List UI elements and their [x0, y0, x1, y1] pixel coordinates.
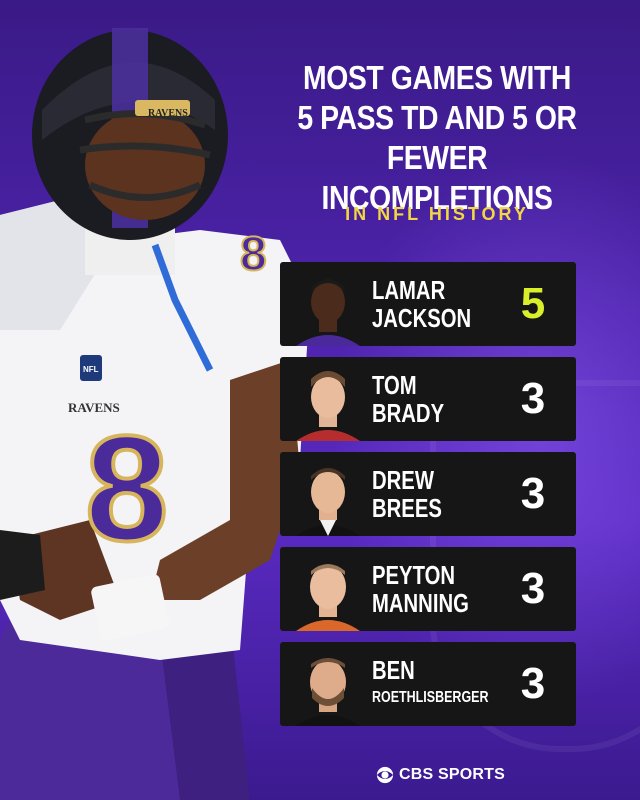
nfl-badge-text: NFL	[83, 365, 99, 374]
games-count: 3	[520, 374, 546, 423]
games-count: 3	[520, 469, 546, 518]
title-line: MOST GAMES WITH	[303, 59, 571, 96]
player-first-name: TOM	[372, 370, 417, 400]
player-name: PEYTON MANNING	[372, 561, 481, 617]
player-headshot	[296, 279, 360, 346]
player-headshot	[296, 371, 360, 441]
player-photo: 8 8 RAVENS RAVENS NFL	[0, 28, 310, 800]
jersey-number: 8	[83, 402, 170, 574]
helmet-text: RAVENS	[148, 108, 188, 119]
footer-brand: CBS SPORTS	[376, 766, 505, 784]
player-last-name: BREES	[372, 493, 442, 523]
player-last-name: JACKSON	[372, 303, 472, 333]
chest-text: RAVENS	[68, 400, 120, 415]
player-name: TOM BRADY	[372, 371, 481, 427]
player-last-name: BRADY	[372, 398, 445, 428]
leader-row: BEN ROETHLISBERGER 3	[280, 642, 576, 726]
leader-row: PEYTON MANNING 3	[280, 547, 576, 631]
brand-label: CBS SPORTS	[399, 766, 506, 783]
player-headshot	[296, 564, 360, 631]
player-first-name: DREW	[372, 465, 434, 495]
player-headshot	[296, 468, 360, 536]
subtitle: IN NFL HISTORY	[345, 204, 529, 224]
player-last-name: ROETHLISBERGER	[372, 689, 489, 706]
player-name: LAMAR JACKSON	[372, 276, 481, 332]
player-first-name: LAMAR	[372, 275, 446, 305]
svg-text:8: 8	[85, 404, 168, 572]
player-name: BEN ROETHLISBERGER	[372, 655, 489, 712]
player-first-name: PEYTON	[372, 560, 456, 590]
player-name: DREW BREES	[372, 466, 481, 522]
leader-row: DREW BREES 3	[280, 452, 576, 536]
games-count: 5	[520, 279, 546, 328]
sleeve-number: 8	[240, 228, 267, 281]
games-count: 3	[520, 659, 546, 708]
player-headshot	[296, 658, 360, 726]
cbs-eye-icon	[376, 766, 394, 784]
games-count: 3	[520, 564, 546, 613]
page-title: MOST GAMES WITH 5 PASS TD AND 5 OR FEWER…	[278, 58, 596, 218]
nfl-shield-icon	[80, 355, 102, 381]
leaders-list: LAMAR JACKSON 5 TOM BRADY 3	[280, 262, 576, 737]
player-first-name: BEN	[372, 655, 415, 685]
leader-row: LAMAR JACKSON 5	[280, 262, 576, 346]
title-line: FEWER INCOMPLETIONS	[321, 139, 553, 216]
player-last-name: MANNING	[372, 588, 469, 618]
leader-row: TOM BRADY 3	[280, 357, 576, 441]
title-line: 5 PASS TD AND 5 OR	[297, 99, 577, 136]
